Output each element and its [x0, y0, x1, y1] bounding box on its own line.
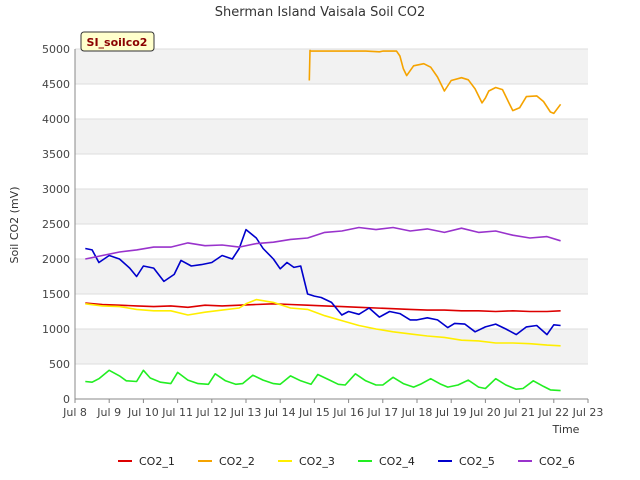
- legend-item-co2-6: CO2_6: [518, 455, 575, 468]
- y-axis-title: Soil CO2 (mV): [8, 187, 21, 264]
- x-tick-label: Jul 15: [298, 406, 330, 419]
- legend-label: CO2_2: [219, 455, 255, 468]
- plot-band: [75, 259, 588, 294]
- plot-band: [75, 119, 588, 154]
- site-badge: SI_soilco2: [80, 31, 155, 52]
- x-tick-label: Jul 10: [127, 406, 159, 419]
- x-tick-label: Jul 22: [537, 406, 569, 419]
- x-tick-label: Jul 20: [469, 406, 501, 419]
- site-badge-box: [80, 31, 155, 52]
- y-tick-label: 500: [49, 358, 70, 371]
- legend-item-co2-3: CO2_3: [278, 455, 335, 468]
- legend-label: CO2_1: [139, 455, 175, 468]
- x-axis-title: Time: [552, 423, 580, 436]
- series-line-co2-6: [85, 226, 561, 260]
- series-line-co2-5: [85, 228, 561, 336]
- y-tick-label: 4000: [42, 113, 70, 126]
- x-tick-label: Jul 16: [332, 406, 364, 419]
- chart-title: Sherman Island Vaisala Soil CO2: [215, 5, 425, 20]
- axes: 0 500 1000 1500 2000 2500 3000 3500 4000 4500 5000…: [42, 43, 603, 419]
- legend-item-co2-4: CO2_4: [358, 455, 415, 468]
- y-tick-label: 5000: [42, 43, 70, 56]
- series-line-co2-1: [85, 302, 561, 313]
- x-tick-label: Jul 13: [230, 406, 262, 419]
- plot-band: [75, 189, 588, 224]
- legend-label: CO2_3: [299, 455, 335, 468]
- legend-label: CO2_5: [459, 455, 495, 468]
- site-badge-label: SI_soilco2: [87, 36, 148, 49]
- y-tick-label: 1000: [42, 323, 70, 336]
- x-tick-label: Jul 18: [401, 406, 433, 419]
- x-tick-label: Jul 17: [366, 406, 398, 419]
- legend-label: CO2_4: [379, 455, 415, 468]
- plot-band: [75, 49, 588, 84]
- x-tick-label: Jul 23: [572, 406, 604, 419]
- x-tick-label: Jul 19: [435, 406, 467, 419]
- y-tick-label: 1500: [42, 288, 70, 301]
- x-tick-label: Jul 11: [161, 406, 193, 419]
- y-tick-label: 0: [63, 393, 70, 406]
- series-line-co2-4: [85, 369, 561, 392]
- legend-label: CO2_6: [539, 455, 575, 468]
- legend: CO2_1 CO2_2 CO2_3 CO2_4 CO2_5 CO2_6: [118, 455, 575, 468]
- x-tick-label: Jul 14: [264, 406, 296, 419]
- y-tick-label: 3500: [42, 148, 70, 161]
- plot-band: [75, 329, 588, 364]
- series-line-co2-3: [85, 298, 561, 347]
- series-line-co2-2: [308, 49, 562, 115]
- legend-item-co2-5: CO2_5: [438, 455, 495, 468]
- x-tick-label: Jul 12: [195, 406, 227, 419]
- x-tick-label: Jul 21: [503, 406, 535, 419]
- legend-item-co2-1: CO2_1: [118, 455, 175, 468]
- y-tick-label: 3000: [42, 183, 70, 196]
- x-tick-label: Jul 8: [62, 406, 87, 419]
- legend-item-co2-2: CO2_2: [198, 455, 255, 468]
- y-tick-label: 4500: [42, 78, 70, 91]
- x-tick-label: Jul 9: [96, 406, 121, 419]
- y-tick-label: 2500: [42, 218, 70, 231]
- y-tick-label: 2000: [42, 253, 70, 266]
- series-layer: [85, 49, 562, 392]
